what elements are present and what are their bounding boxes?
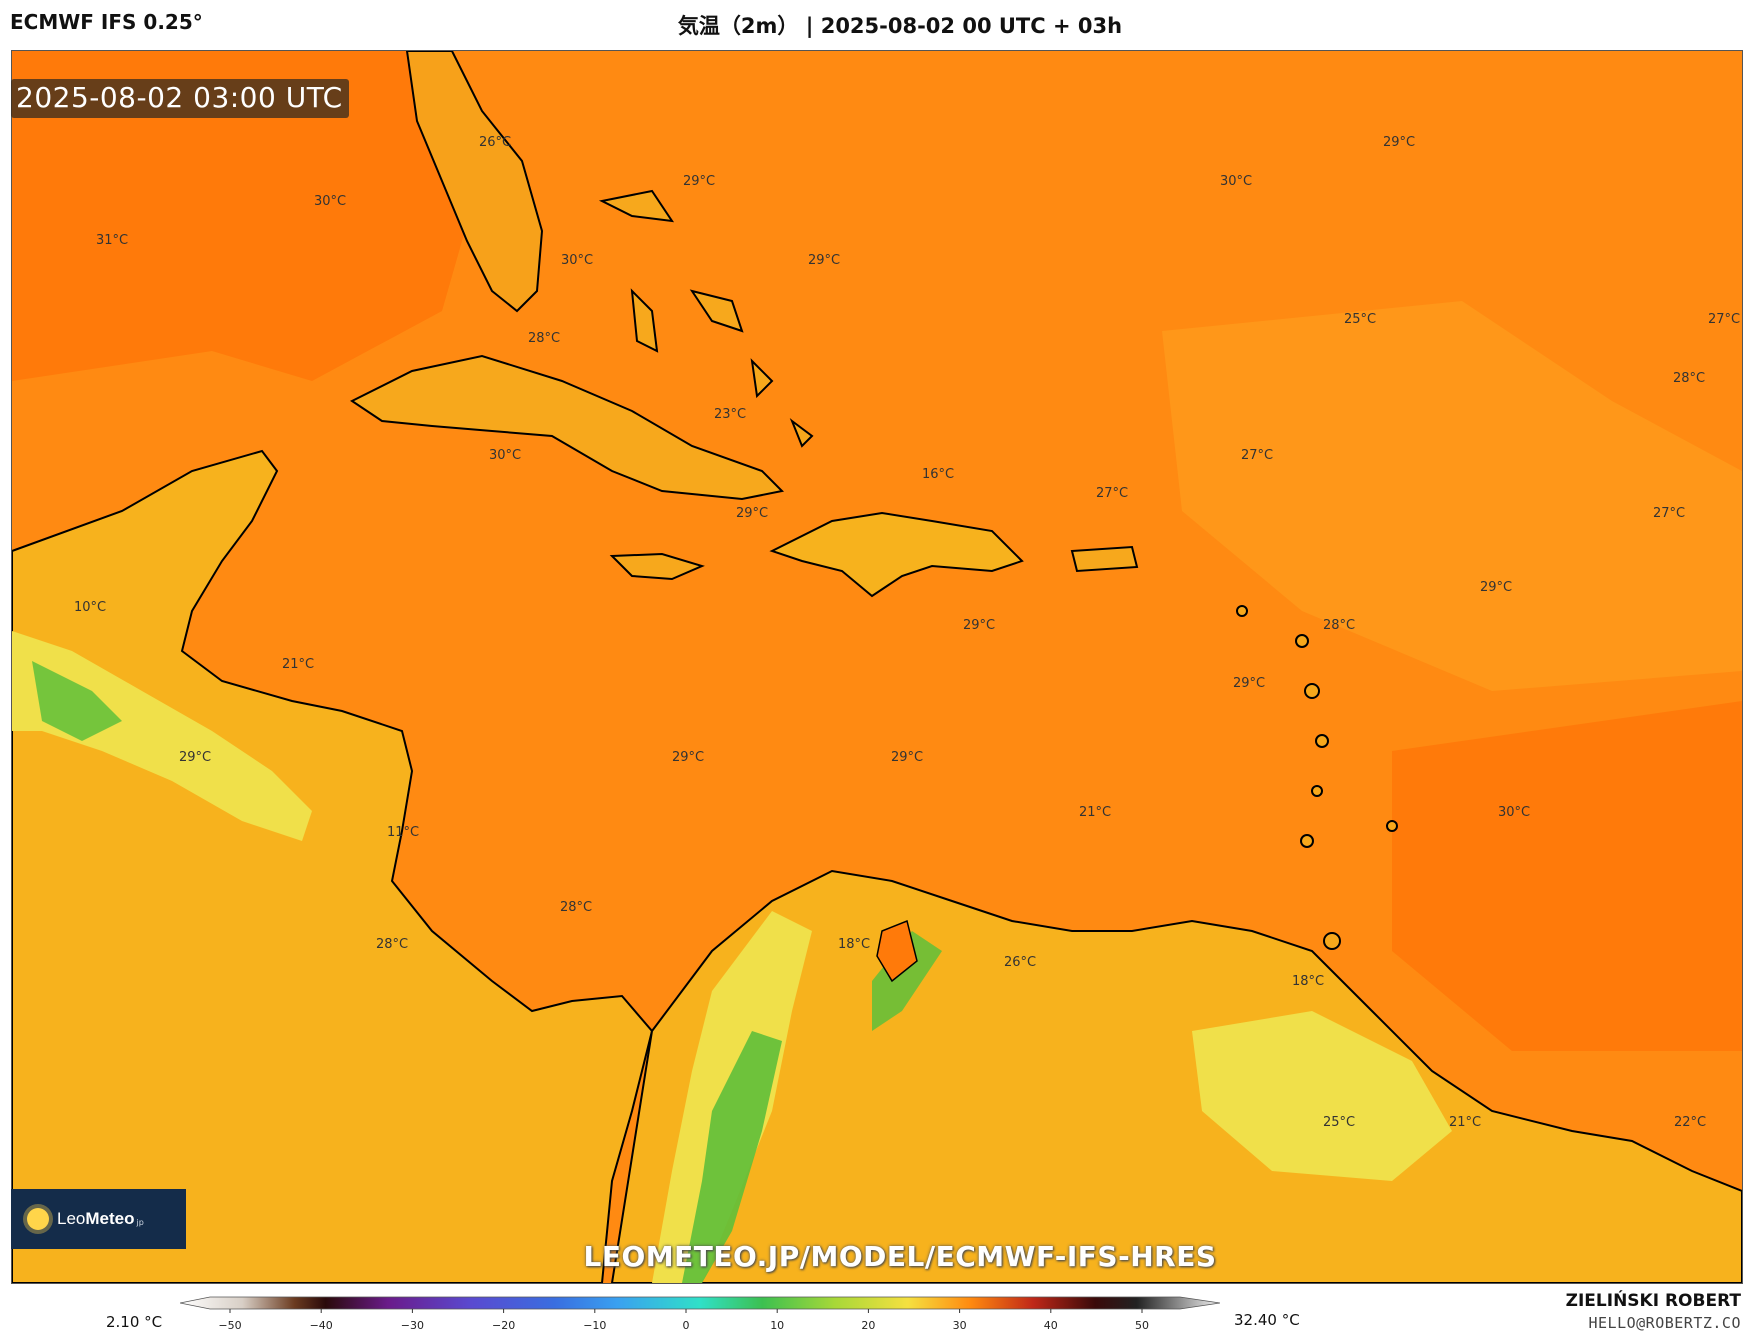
temperature-label: 28°C xyxy=(560,900,592,915)
colorbar-tick-label: 0 xyxy=(683,1319,690,1332)
colorbar-tick-label: −40 xyxy=(310,1319,333,1332)
temperature-label: 23°C xyxy=(714,407,746,422)
colorbar-tick-label: 40 xyxy=(1044,1319,1058,1332)
colorbar-tick-label: −20 xyxy=(492,1319,515,1332)
lake-maracaibo xyxy=(876,919,918,983)
temperature-label: 26°C xyxy=(1004,955,1036,970)
land-andes-high xyxy=(682,1031,782,1283)
sun-icon xyxy=(27,1208,49,1230)
logo-suffix: jp xyxy=(136,1217,144,1227)
temperature-label: 26°C xyxy=(479,135,511,150)
temperature-label: 27°C xyxy=(1708,312,1740,327)
land-cuba xyxy=(350,354,785,501)
temperature-label: 31°C xyxy=(96,233,128,248)
logo-text: LeoMeteo xyxy=(57,1209,135,1228)
temperature-label: 30°C xyxy=(314,194,346,209)
source-url-watermark: LEOMETEO.JP/MODEL/ECMWF-IFS-HRES xyxy=(583,1240,1217,1273)
model-name: ECMWF IFS 0.25° xyxy=(10,10,203,34)
temperature-label: 21°C xyxy=(282,657,314,672)
temperature-label: 29°C xyxy=(963,618,995,633)
temperature-colorbar: −50 −40 −30 −20 −10 0 10 20 30 40 50 xyxy=(180,1296,1220,1332)
temperature-label: 25°C xyxy=(1323,1115,1355,1130)
land-guiana-highlands xyxy=(1192,1011,1452,1181)
land-jamaica xyxy=(609,552,705,581)
chart-title: 気温（2m） | 2025-08-02 00 UTC + 03h xyxy=(677,14,1123,38)
temperature-label: 25°C xyxy=(1344,312,1376,327)
temperature-label: 29°C xyxy=(736,506,768,521)
ocean-cool-patch xyxy=(1162,301,1742,691)
temperature-label: 10°C xyxy=(74,600,106,615)
colorbar-tick-label: 30 xyxy=(953,1319,967,1332)
ocean-warm-patch-gulf xyxy=(12,51,482,381)
author-name: ZIELIŃSKI ROBERT xyxy=(1565,1291,1741,1311)
map-canvas xyxy=(12,51,1742,1283)
temperature-label: 16°C xyxy=(922,467,954,482)
temperature-label: 30°C xyxy=(1498,805,1530,820)
temperature-label: 29°C xyxy=(683,174,715,189)
temperature-label: 27°C xyxy=(1096,486,1128,501)
land-highlands-central xyxy=(12,631,312,841)
temperature-label: 29°C xyxy=(1233,676,1265,691)
temperature-label: 30°C xyxy=(1220,174,1252,189)
scale-max-label: 32.40 °C xyxy=(1234,1311,1300,1329)
temperature-label: 28°C xyxy=(528,331,560,346)
temperature-label: 22°C xyxy=(1674,1115,1706,1130)
temperature-label: 29°C xyxy=(672,750,704,765)
temperature-label-layer: 26°C 29°C 30°C 29°C 30°C 31°C 30°C 29°C 25°C 27°C… xyxy=(74,135,1740,1130)
land-central-america xyxy=(12,449,654,1283)
valid-time-badge: 2025-08-02 03:00 UTC xyxy=(11,79,349,118)
land-highlands-guatemala xyxy=(32,661,122,741)
author-contact: HELLO@ROBERTZ.CO xyxy=(1588,1314,1741,1332)
scale-min-label: 2.10 °C xyxy=(106,1313,163,1331)
colorbar-tick-label: −50 xyxy=(218,1319,241,1332)
colorbar-gradient xyxy=(180,1296,1220,1310)
land-puerto-rico xyxy=(1070,545,1139,573)
temperature-label: 30°C xyxy=(489,448,521,463)
colorbar-ticks: −50 −40 −30 −20 −10 0 10 20 30 40 50 xyxy=(218,1309,1149,1332)
temperature-label: 28°C xyxy=(1323,618,1355,633)
colorbar-tick-label: 10 xyxy=(770,1319,784,1332)
colorbar-tick-label: 50 xyxy=(1135,1319,1149,1332)
land-hispaniola xyxy=(769,511,1024,598)
temperature-label: 11°C xyxy=(387,825,419,840)
temperature-label: 27°C xyxy=(1241,448,1273,463)
colorbar-tick-label: −30 xyxy=(401,1319,424,1332)
land-lesser-antilles xyxy=(1236,605,1398,950)
temperature-label: 28°C xyxy=(376,937,408,952)
temperature-label: 29°C xyxy=(891,750,923,765)
land-florida xyxy=(405,51,544,313)
land-bahamas xyxy=(598,189,814,448)
temperature-label: 27°C xyxy=(1653,506,1685,521)
leometeo-logo[interactable]: LeoMeteo jp xyxy=(11,1189,186,1249)
colorbar-tick-label: −10 xyxy=(583,1319,606,1332)
temperature-label: 30°C xyxy=(561,253,593,268)
ocean-warm-patch-atlantic xyxy=(1392,701,1742,1051)
temperature-label: 18°C xyxy=(1292,974,1324,989)
temperature-label: 28°C xyxy=(1673,371,1705,386)
temperature-label: 29°C xyxy=(808,253,840,268)
temperature-label: 21°C xyxy=(1079,805,1111,820)
temperature-label: 18°C xyxy=(838,937,870,952)
temperature-label: 29°C xyxy=(1480,580,1512,595)
colorbar-tick-label: 20 xyxy=(861,1319,875,1332)
land-venezuela-andes xyxy=(872,931,942,1031)
temperature-label: 29°C xyxy=(179,750,211,765)
temperature-map[interactable]: 26°C 29°C 30°C 29°C 30°C 31°C 30°C 29°C 25°C 27°C… xyxy=(11,50,1743,1284)
temperature-label: 29°C xyxy=(1383,135,1415,150)
temperature-label: 21°C xyxy=(1449,1115,1481,1130)
